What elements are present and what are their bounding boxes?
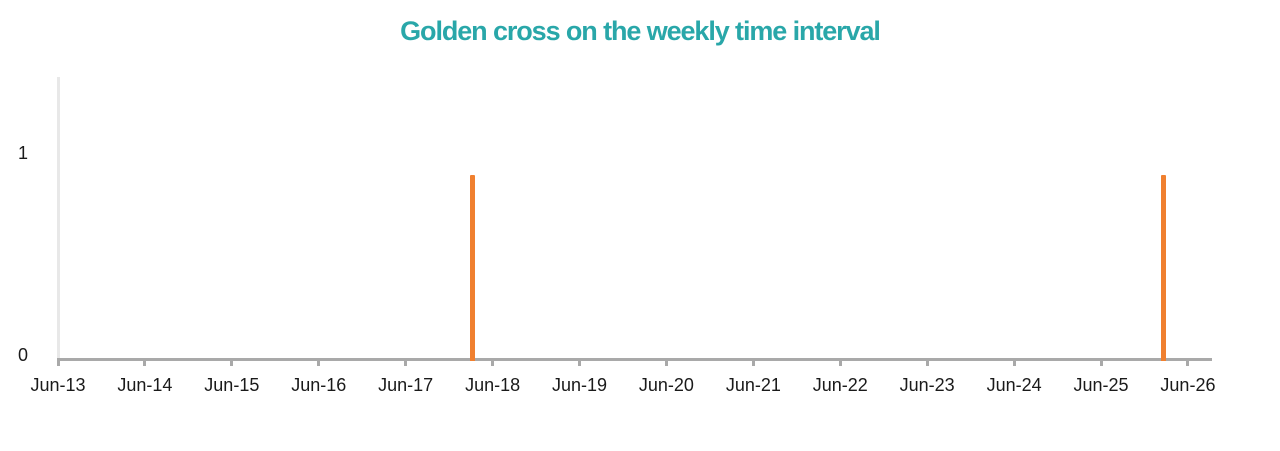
golden-cross-spike bbox=[469, 175, 476, 361]
x-tick-mark bbox=[664, 361, 668, 366]
chart-title: Golden cross on the weekly time interval bbox=[400, 16, 881, 46]
x-tick-mark bbox=[143, 361, 147, 366]
x-tick-mark bbox=[404, 361, 408, 366]
x-tick-mark bbox=[491, 361, 495, 366]
x-tick-mark bbox=[1186, 361, 1190, 366]
x-tick-mark bbox=[1099, 361, 1103, 366]
x-tick-label: Jun-23 bbox=[899, 375, 955, 395]
x-tick-mark bbox=[578, 361, 582, 366]
x-tick-label: Jun-16 bbox=[291, 375, 347, 395]
x-tick-label: Jun-17 bbox=[378, 375, 434, 395]
x-tick-label: Jun-21 bbox=[725, 375, 781, 395]
x-tick-label: Jun-22 bbox=[812, 375, 868, 395]
x-tick-label: Jun-24 bbox=[986, 375, 1042, 395]
x-tick-mark bbox=[1012, 361, 1016, 366]
golden-cross-spike bbox=[1160, 175, 1167, 361]
x-axis-line bbox=[57, 358, 1212, 361]
x-tick-label: Jun-19 bbox=[551, 375, 608, 395]
x-tick-label: Jun-18 bbox=[465, 375, 521, 395]
x-tick-mark bbox=[317, 361, 321, 366]
x-tick-label: Jun-20 bbox=[638, 375, 694, 395]
x-tick-label: Jun-25 bbox=[1073, 375, 1129, 395]
x-tick-mark bbox=[838, 361, 842, 366]
x-tick-mark bbox=[230, 361, 234, 366]
x-tick-label: Jun-26 bbox=[1160, 375, 1216, 395]
x-tick-label: Jun-15 bbox=[204, 375, 260, 395]
y-tick-label: 0 bbox=[17, 345, 28, 365]
y-tick-label: 1 bbox=[17, 143, 28, 163]
x-tick-mark bbox=[56, 361, 60, 366]
y-axis-line bbox=[57, 77, 60, 361]
x-tick-label: Jun-14 bbox=[117, 375, 173, 395]
x-tick-mark bbox=[925, 361, 929, 366]
x-tick-label: Jun-13 bbox=[30, 375, 86, 395]
x-tick-mark bbox=[751, 361, 755, 366]
